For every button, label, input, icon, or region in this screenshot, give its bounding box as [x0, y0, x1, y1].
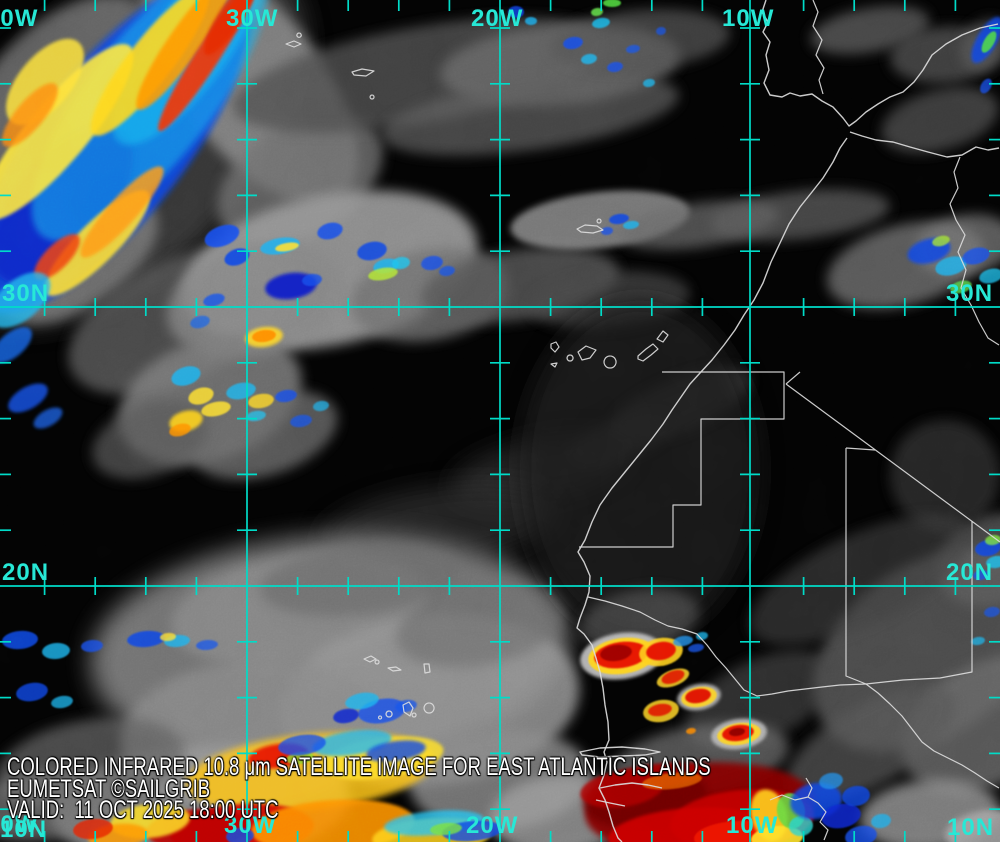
country-border [579, 371, 785, 548]
island-outline [285, 40, 302, 48]
island-outline [637, 343, 659, 362]
island-outline [378, 715, 383, 720]
country-border [949, 156, 1000, 346]
country-border [845, 447, 876, 685]
country-border [812, 0, 825, 95]
country-border [865, 521, 973, 685]
country-border [785, 371, 1000, 543]
coastline [849, 131, 1000, 158]
country-border [865, 683, 1000, 789]
island-outline [550, 362, 558, 368]
island-outline [566, 354, 574, 362]
island-outline [402, 701, 414, 717]
island-outline [411, 712, 417, 718]
island-outline [423, 663, 431, 674]
island-outline [550, 341, 560, 353]
caption-valid-time: VALID: 11 OCT 2025 18:00 UTC [7, 796, 279, 824]
country-border [769, 777, 829, 841]
island-outline [387, 666, 402, 672]
island-outline [576, 224, 604, 234]
coastline [595, 782, 663, 807]
caption-credit: EUMETSAT ©SAILGRIB [7, 775, 211, 803]
island-outline [656, 330, 669, 343]
island-outline [351, 68, 375, 77]
island-outline [423, 702, 435, 714]
island-outline [596, 218, 602, 224]
island-outline [603, 355, 617, 369]
island-outline [385, 710, 393, 718]
country-border [587, 596, 867, 697]
island-outline [296, 32, 375, 100]
caption-title: COLORED INFRARED 10.8 μm SATELLITE IMAGE… [7, 753, 711, 781]
coastline [579, 746, 661, 758]
island-outline [374, 659, 380, 665]
island-outline [363, 655, 377, 663]
coastline-border-layer [285, 0, 1000, 842]
coastline [761, 0, 999, 127]
island-outline [577, 345, 597, 361]
